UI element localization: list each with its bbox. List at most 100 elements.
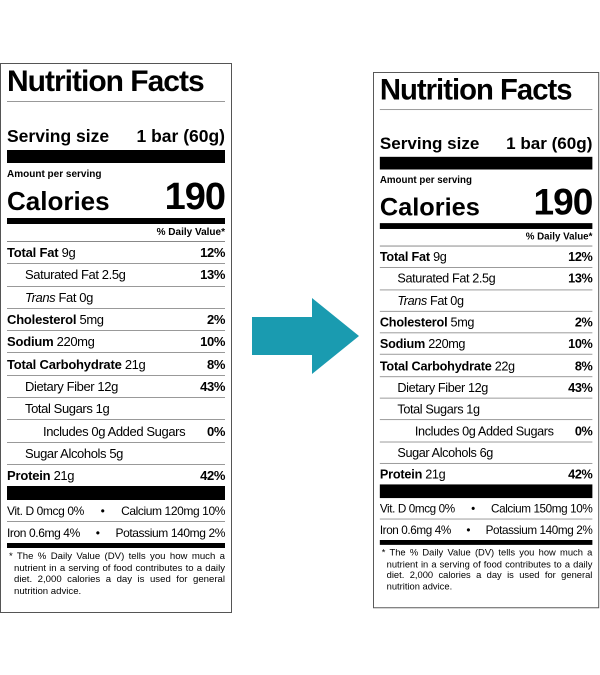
nutrient-name: Total Carbohydrate bbox=[379, 358, 492, 373]
nutrient-row: Protein 21g 42% bbox=[7, 465, 225, 486]
bullet: • bbox=[471, 501, 475, 516]
daily-value-header: % Daily Value* bbox=[379, 229, 593, 247]
nutrient-row: Total Carbohydrate 21g 8% bbox=[7, 353, 225, 376]
serving-size: Serving size 1 bar (60g) bbox=[7, 125, 225, 147]
divider-thick bbox=[379, 484, 593, 499]
divider-medium bbox=[7, 543, 225, 549]
nutrient-row: Sugar Alcohols 5g bbox=[7, 443, 225, 465]
divider-medium bbox=[7, 218, 225, 224]
bullet: • bbox=[466, 523, 471, 537]
nutrient-amount: Total Sugars 1g bbox=[25, 401, 110, 417]
nutrient-daily-value: 43% bbox=[568, 380, 593, 395]
nutrient-row: Sugar Alcohols 6g bbox=[379, 442, 593, 464]
serving-size-label: Serving size bbox=[7, 126, 110, 146]
nutrient-name: Cholesterol bbox=[379, 314, 448, 330]
nutrient-row: Total Sugars 1g bbox=[7, 398, 225, 421]
nutrient-amount: 21g bbox=[121, 356, 146, 372]
vitamin-right: Potassium 140mg 2% bbox=[485, 523, 593, 537]
nutrient-name: Sodium bbox=[379, 336, 426, 352]
nutrient-amount: Dietary Fiber 12g bbox=[397, 380, 488, 395]
nutrient-row: Saturated Fat 2.5g 13% bbox=[379, 268, 593, 291]
nutrient-amount: 5mg bbox=[76, 312, 105, 328]
nutrient-amount: Includes 0g Added Sugars bbox=[414, 423, 554, 439]
nutrient-row: Sodium 220mg 10% bbox=[379, 333, 593, 356]
nutrient-amount: 5mg bbox=[447, 314, 475, 330]
footnote: * The % Daily Value (DV) tells you how m… bbox=[381, 548, 593, 593]
serving-size: Serving size 1 bar (60g) bbox=[380, 132, 593, 153]
nutrient-row: Includes 0g Added Sugars 0% bbox=[7, 420, 225, 443]
nutrient-daily-value: 10% bbox=[200, 334, 225, 350]
vitamin-row: Vit. D 0mcg 0% • Calcium 120mg 10% bbox=[7, 500, 225, 523]
nutrient-row: Includes 0g Added Sugars 0% bbox=[379, 420, 593, 443]
arrow-shape bbox=[252, 298, 359, 374]
nutrient-amount: Dietary Fiber 12g bbox=[25, 378, 118, 394]
nutrient-daily-value: 0% bbox=[574, 423, 593, 439]
nutrient-row: Dietary Fiber 12g 43% bbox=[379, 377, 593, 399]
nutrient-daily-value: 0% bbox=[207, 423, 225, 439]
daily-value-header: % Daily Value* bbox=[7, 224, 225, 242]
nutrient-amount: Sugar Alcohols 6g bbox=[397, 445, 493, 460]
bullet: • bbox=[95, 525, 100, 540]
vitamin-right: Potassium 140mg 2% bbox=[115, 525, 225, 540]
nutrient-daily-value: 8% bbox=[207, 356, 225, 372]
nutrient-amount: Fat 0g bbox=[426, 293, 464, 308]
nutrient-row: Total Fat 9g 12% bbox=[7, 242, 225, 265]
arrow-right-icon bbox=[252, 298, 359, 374]
nutrient-row: Total Sugars 1g bbox=[379, 399, 593, 421]
label-title: Nutrition Facts bbox=[379, 73, 593, 111]
nutrient-name: Total Fat bbox=[7, 245, 59, 261]
nutrient-name: Sodium bbox=[7, 334, 54, 350]
nutrient-amount: Total Sugars 1g bbox=[397, 401, 480, 417]
serving-size-label: Serving size bbox=[379, 133, 480, 153]
vitamin-left: Vit. D 0mcg 0% bbox=[7, 503, 84, 518]
nutrient-amount: 220mg bbox=[53, 334, 95, 350]
amount-per-serving: Amount per serving bbox=[7, 169, 102, 180]
calories-value: 190 bbox=[164, 176, 226, 218]
nutrient-daily-value: 12% bbox=[568, 249, 593, 265]
nutrient-amount: 9g bbox=[429, 249, 447, 265]
nutrient-amount: Saturated Fat 2.5g bbox=[397, 271, 496, 286]
vitamin-left: Iron 0.6mg 4% bbox=[379, 523, 451, 537]
divider-thick bbox=[7, 150, 225, 163]
nutrient-row: Dietary Fiber 12g 43% bbox=[7, 376, 225, 399]
vitamin-right: Calcium 150mg 10% bbox=[491, 501, 593, 516]
calories-value: 190 bbox=[533, 182, 593, 224]
nutrient-daily-value: 12% bbox=[200, 245, 225, 261]
calories-label: Calories bbox=[379, 191, 480, 222]
divider-thick bbox=[7, 486, 225, 501]
vitamin-right: Calcium 120mg 10% bbox=[121, 503, 225, 518]
nutrient-name: Total Fat bbox=[379, 249, 430, 265]
nutrient-amount: 22g bbox=[491, 358, 515, 373]
nutrient-name: Protein bbox=[7, 468, 51, 484]
bullet: • bbox=[100, 503, 105, 518]
nutrient-amount: 220mg bbox=[425, 336, 466, 352]
footnote: * The % Daily Value (DV) tells you how m… bbox=[9, 551, 225, 597]
nutrient-daily-value: 10% bbox=[568, 336, 593, 352]
nutrient-daily-value: 43% bbox=[200, 378, 225, 394]
nutrient-row: Cholesterol 5mg 2% bbox=[7, 309, 225, 332]
divider-thick bbox=[379, 156, 593, 170]
nutrient-row: Trans Fat 0g bbox=[379, 290, 593, 312]
calories-row: Calories 190 bbox=[379, 182, 594, 224]
vitamin-row: Iron 0.6mg 4% • Potassium 140mg 2% bbox=[7, 522, 225, 543]
nutrient-name-italic: Trans bbox=[25, 289, 56, 305]
vitamin-row: Iron 0.6mg 4% • Potassium 140mg 2% bbox=[380, 520, 593, 540]
nutrient-daily-value: 2% bbox=[574, 314, 593, 330]
serving-size-value: 1 bar (60g) bbox=[506, 133, 593, 153]
nutrition-label-before: Nutrition Facts Serving size 1 bar (60g) Am… bbox=[0, 63, 232, 613]
nutrient-amount: 21g bbox=[50, 468, 75, 484]
nutrient-row: Total Carbohydrate 22g 8% bbox=[379, 355, 593, 377]
nutrient-amount: Sugar Alcohols 5g bbox=[25, 445, 123, 461]
nutrient-row: Total Fat 9g 12% bbox=[379, 247, 593, 269]
vitamin-left: Iron 0.6mg 4% bbox=[7, 525, 80, 540]
divider-medium bbox=[379, 540, 593, 546]
nutrient-amount: Includes 0g Added Sugars bbox=[43, 423, 186, 439]
nutrient-daily-value: 42% bbox=[200, 468, 225, 484]
nutrient-name: Total Carbohydrate bbox=[7, 356, 122, 372]
nutrient-row: Cholesterol 5mg 2% bbox=[379, 312, 593, 334]
nutrient-amount: Saturated Fat 2.5g bbox=[25, 267, 126, 283]
nutrient-name: Cholesterol bbox=[7, 312, 77, 328]
nutrient-row: Protein 21g 42% bbox=[380, 464, 593, 485]
divider-medium bbox=[379, 223, 593, 229]
nutrient-row: Saturated Fat 2.5g 13% bbox=[7, 264, 225, 287]
